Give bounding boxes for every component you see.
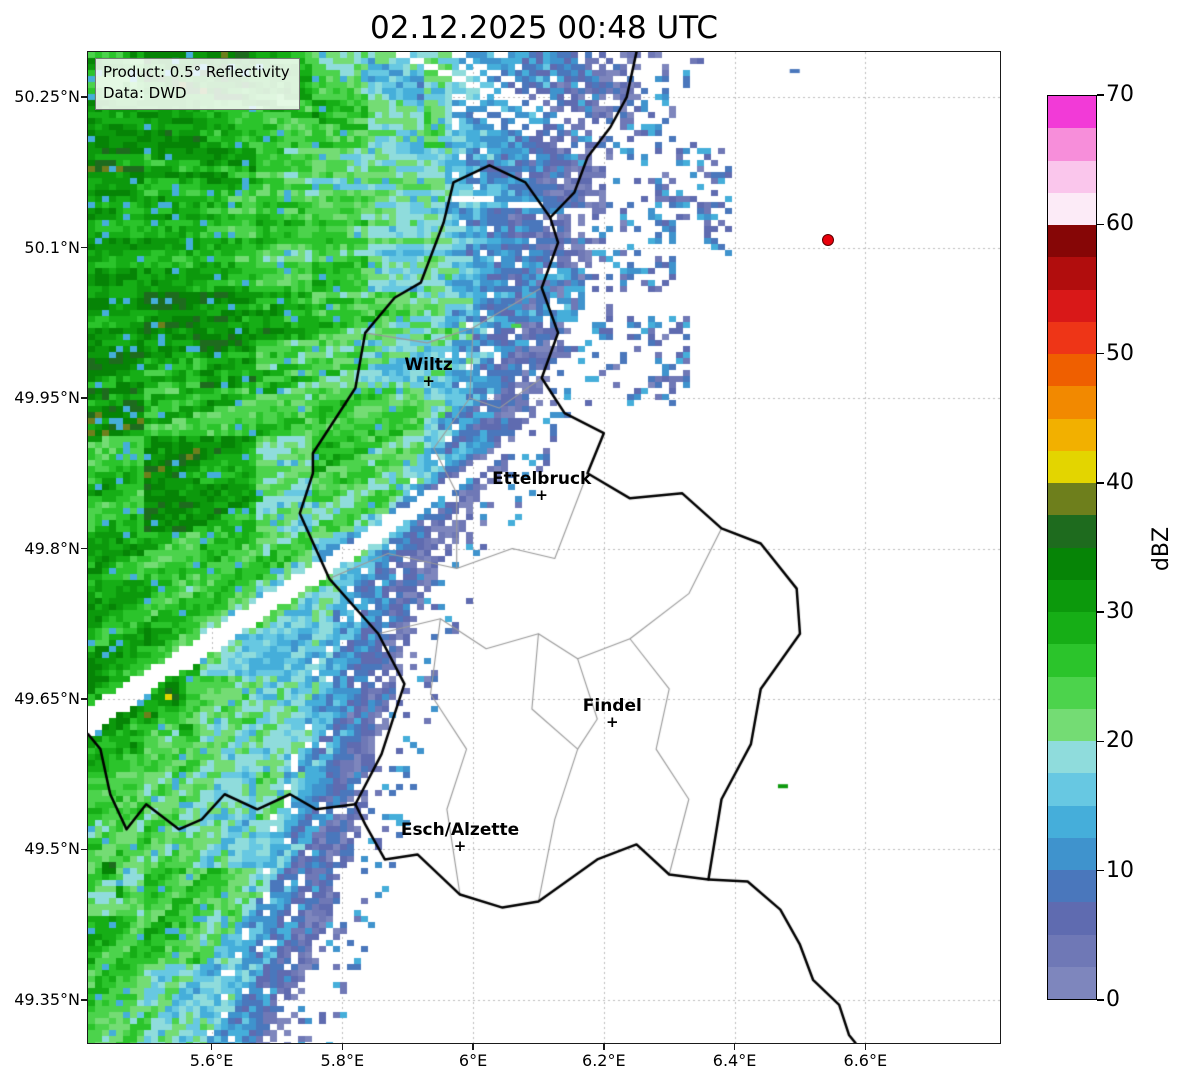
colorbar-segment	[1048, 934, 1096, 967]
colorbar-segment	[1048, 869, 1096, 903]
colorbar-tick-label: 0	[1106, 987, 1120, 1012]
data-source-label: Data: DWD	[103, 84, 187, 102]
x-tick-mark	[472, 1043, 474, 1050]
colorbar-segment	[1048, 385, 1096, 419]
city-marker-findel: +	[606, 713, 619, 732]
colorbar-segment	[1048, 611, 1096, 645]
colorbar-segment	[1048, 837, 1096, 870]
y-tick-mark	[81, 96, 88, 98]
colorbar-tick-mark	[1097, 999, 1104, 1001]
colorbar-tick-mark	[1097, 223, 1104, 225]
colorbar-tick-label: 30	[1106, 599, 1134, 625]
x-tick-mark	[864, 1043, 866, 1050]
x-tick-label: 6°E	[458, 1051, 488, 1070]
y-tick-label: 49.65°N	[14, 688, 80, 708]
y-tick-label: 49.35°N	[14, 989, 80, 1009]
x-tick-mark	[603, 1043, 605, 1050]
colorbar-tick-label: 70	[1106, 82, 1134, 107]
y-tick-mark	[81, 397, 88, 399]
colorbar-segment	[1048, 353, 1096, 387]
colorbar-tick-label: 10	[1106, 857, 1134, 883]
x-tick-label: 6.2°E	[582, 1051, 626, 1070]
y-tick-label: 49.8°N	[24, 538, 80, 558]
colorbar-tick-label: 50	[1106, 340, 1134, 366]
colorbar-segment	[1048, 676, 1096, 709]
x-tick-mark	[341, 1043, 343, 1050]
radar-site-marker	[822, 233, 835, 246]
product-label: Product: 0.5° Reflectivity	[103, 63, 290, 81]
colorbar	[1047, 95, 1097, 1000]
x-tick-label: 5.8°E	[320, 1051, 365, 1070]
y-tick-mark	[81, 848, 88, 851]
y-tick-label: 50.1°N	[24, 237, 80, 257]
colorbar-segment	[1048, 95, 1096, 129]
colorbar-tick-label: 40	[1106, 469, 1134, 495]
product-info-box: Product: 0.5° Reflectivity Data: DWD	[95, 58, 300, 110]
city-label-ettelbruck: Ettelbruck	[492, 469, 592, 490]
radar-reflectivity-canvas	[88, 52, 1000, 1043]
colorbar-segment	[1048, 740, 1096, 774]
city-marker-esch-alzette: +	[453, 837, 467, 856]
colorbar-segment	[1048, 772, 1096, 806]
colorbar-segment	[1048, 547, 1096, 580]
x-tick-label: 5.6°E	[189, 1051, 234, 1070]
colorbar-segment	[1048, 127, 1096, 161]
colorbar-tick-mark	[1097, 482, 1104, 484]
y-tick-label: 49.95°N	[14, 388, 80, 408]
colorbar-segment	[1048, 805, 1096, 838]
colorbar-tick-label: 20	[1106, 728, 1134, 754]
colorbar-segment	[1048, 482, 1096, 516]
y-tick-mark	[81, 246, 88, 249]
colorbar-segment	[1048, 256, 1096, 290]
colorbar-segment	[1048, 418, 1096, 451]
colorbar-segment	[1048, 966, 1096, 999]
colorbar-tick-mark	[1097, 352, 1104, 355]
city-label-wiltz: Wiltz	[404, 354, 453, 375]
x-tick-label: 6.4°E	[712, 1051, 757, 1070]
colorbar-segment	[1048, 643, 1096, 677]
colorbar-segment	[1048, 289, 1096, 322]
city-marker-wiltz: +	[422, 371, 435, 390]
colorbar-segment	[1048, 192, 1096, 225]
colorbar-segment	[1048, 579, 1096, 612]
x-tick-label: 6.6°E	[843, 1051, 888, 1070]
colorbar-segment	[1048, 160, 1096, 193]
x-tick-mark	[733, 1043, 736, 1050]
colorbar-segment	[1048, 450, 1096, 483]
colorbar-tick-mark	[1097, 611, 1104, 613]
y-tick-mark	[81, 547, 88, 550]
y-tick-mark	[81, 698, 88, 700]
city-marker-ettelbruck: +	[535, 486, 548, 505]
colorbar-tick-mark	[1097, 870, 1104, 872]
colorbar-segment	[1048, 321, 1096, 354]
figure-title: 02.12.2025 00:48 UTC	[370, 10, 718, 46]
y-tick-mark	[81, 999, 88, 1001]
colorbar-tick-mark	[1097, 740, 1104, 743]
city-label-findel: Findel	[582, 696, 642, 717]
x-tick-mark	[210, 1043, 213, 1050]
city-label-esch-alzette: Esch/Alzette	[400, 820, 520, 841]
colorbar-tick-mark	[1097, 94, 1104, 96]
colorbar-segment	[1048, 514, 1096, 548]
y-tick-label: 50.25°N	[14, 87, 80, 107]
colorbar-tick-label: 60	[1106, 211, 1134, 237]
colorbar-segment	[1048, 901, 1096, 935]
colorbar-segment	[1048, 708, 1096, 741]
colorbar-unit-label: dBZ	[1149, 526, 1174, 572]
colorbar-segment	[1048, 224, 1096, 258]
y-tick-label: 49.5°N	[24, 839, 80, 859]
